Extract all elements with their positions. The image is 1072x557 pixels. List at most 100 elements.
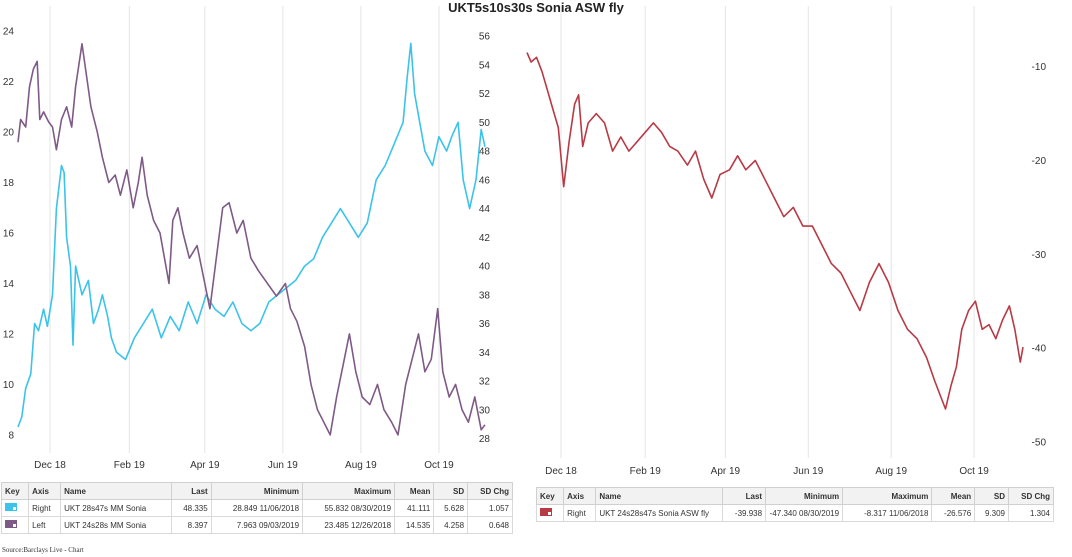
row-sd-chg: 1.057: [467, 499, 513, 517]
row-mean: -26.576: [931, 504, 976, 522]
left-chart-right-y-tick-label: 54: [479, 60, 491, 71]
row-sd: 5.628: [433, 499, 469, 517]
right-chart-right-y-tick-label: -10: [1032, 62, 1047, 73]
left-chart-right-y-tick-label: 42: [479, 233, 491, 244]
left-stats-table: Key Axis Name Last Minimum Maximum Mean …: [0, 482, 513, 534]
col-sd-chg: SD Chg: [1008, 487, 1054, 505]
left-chart-x-tick-label: Apr 19: [190, 460, 220, 471]
col-minimum: Minimum: [210, 482, 304, 500]
col-key: Key: [0, 482, 30, 500]
legend-key[interactable]: [0, 516, 30, 534]
col-last: Last: [722, 487, 767, 505]
col-name: Name: [595, 487, 724, 505]
left-chart-right-y-tick-label: 48: [479, 147, 491, 158]
left-chart-left-y-tick-label: 8: [8, 430, 14, 441]
right-chart-x-tick-label: Aug 19: [875, 466, 907, 477]
col-axis: Axis: [563, 487, 597, 505]
series-swatch-icon: [540, 508, 552, 516]
right-chart-right-y-tick-label: -30: [1032, 250, 1047, 261]
left-table-header: Key Axis Name Last Minimum Maximum Mean …: [0, 482, 513, 500]
col-mean: Mean: [394, 482, 435, 500]
series-swatch-icon: [5, 520, 17, 528]
right-chart-right-y-tick-label: -20: [1032, 156, 1047, 167]
table-row: Right UKT 28s47s MM Sonia 48.335 28.849 …: [0, 499, 513, 517]
col-maximum: Maximum: [842, 487, 933, 505]
left-chart-right-y-tick-label: 36: [479, 319, 491, 330]
legend-key[interactable]: [0, 499, 30, 517]
left-chart-right-y-tick-label: 34: [479, 348, 491, 359]
right-stats-table: Key Axis Name Last Minimum Maximum Mean …: [535, 487, 1054, 522]
row-name: UKT 24s28s MM Sonia: [60, 516, 173, 534]
col-maximum: Maximum: [302, 482, 396, 500]
left-chart-right-y-tick-label: 44: [479, 204, 491, 215]
col-sd: SD: [433, 482, 469, 500]
left-chart-x-tick-label: Oct 19: [424, 460, 454, 471]
left-chart-left-y-tick-label: 16: [3, 229, 15, 240]
series-swatch-icon: [5, 503, 17, 511]
table-row: Right UKT 24s28s47s Sonia ASW fly -39.93…: [535, 504, 1054, 522]
left-chart-x-tick-label: Feb 19: [114, 460, 146, 471]
right-chart-series-line: [526, 52, 1024, 410]
col-sd-chg: SD Chg: [467, 482, 513, 500]
right-table-header: Key Axis Name Last Minimum Maximum Mean …: [535, 487, 1054, 505]
left-chart-right-y-tick-label: 50: [479, 118, 491, 129]
left-chart-right-y-tick-label: 40: [479, 262, 491, 273]
row-axis: Right: [563, 504, 597, 522]
left-chart-left-y-tick-label: 22: [3, 77, 15, 88]
left-chart-x-tick-label: Dec 18: [34, 460, 66, 471]
row-axis: Left: [28, 516, 62, 534]
chart-title: UKT5s10s30s Sonia ASW fly: [448, 0, 624, 15]
row-minimum: 7.963 09/03/2019: [210, 516, 304, 534]
left-chart-right-y-tick-label: 52: [479, 89, 491, 100]
row-sd: 4.258: [433, 516, 469, 534]
col-key: Key: [535, 487, 565, 505]
left-chart-left-y-tick-label: 12: [3, 329, 15, 340]
right-chart-x-tick-label: Feb 19: [630, 466, 662, 477]
right-chart-x-tick-label: Apr 19: [711, 466, 741, 477]
left-chart-right-y-tick-label: 46: [479, 175, 491, 186]
row-last: 8.397: [171, 516, 212, 534]
row-sd: 9.309: [974, 504, 1010, 522]
left-chart-left-y-tick-label: 14: [3, 279, 15, 290]
right-chart-x-tick-label: Jun 19: [793, 466, 823, 477]
right-chart-x-tick-label: Oct 19: [959, 466, 989, 477]
row-mean: 41.111: [394, 499, 435, 517]
left-chart-right-y-tick-label: 28: [479, 434, 491, 445]
left-chart-right-y-tick-label: 56: [479, 32, 491, 43]
left-chart-series-line: [17, 42, 486, 436]
left-chart-left-y-tick-label: 18: [3, 178, 15, 189]
row-name: UKT 24s28s47s Sonia ASW fly: [595, 504, 724, 522]
row-last: -39.938: [722, 504, 767, 522]
row-last: 48.335: [171, 499, 212, 517]
right-chart-right-y-tick-label: -50: [1032, 437, 1047, 448]
row-mean: 14.535: [394, 516, 435, 534]
row-maximum: -8.317 11/06/2018: [842, 504, 933, 522]
left-chart-left-y-tick-label: 24: [3, 27, 15, 38]
source-note: Source:Barclays Live - Chart: [2, 546, 84, 554]
row-sd-chg: 1.304: [1008, 504, 1054, 522]
col-minimum: Minimum: [765, 487, 844, 505]
left-chart-left-y-tick-label: 10: [3, 380, 15, 391]
row-axis: Right: [28, 499, 62, 517]
left-chart-left-y-tick-label: 20: [3, 128, 15, 139]
col-name: Name: [60, 482, 173, 500]
table-row: Left UKT 24s28s MM Sonia 8.397 7.963 09/…: [0, 516, 513, 534]
left-chart-x-tick-label: Jun 19: [268, 460, 298, 471]
row-sd-chg: 0.648: [467, 516, 513, 534]
left-chart-x-tick-label: Aug 19: [345, 460, 377, 471]
left-chart-right-y-tick-label: 38: [479, 290, 491, 301]
legend-key[interactable]: [535, 504, 565, 522]
col-last: Last: [171, 482, 212, 500]
right-chart-x-tick-label: Dec 18: [545, 466, 577, 477]
left-chart-right-y-tick-label: 32: [479, 377, 491, 388]
left-chart-series-line: [17, 42, 486, 428]
col-mean: Mean: [931, 487, 976, 505]
col-axis: Axis: [28, 482, 62, 500]
row-minimum: 28.849 11/06/2018: [210, 499, 304, 517]
row-name: UKT 28s47s MM Sonia: [60, 499, 173, 517]
row-maximum: 23.485 12/26/2018: [302, 516, 396, 534]
row-maximum: 55.832 08/30/2019: [302, 499, 396, 517]
row-minimum: -47.340 08/30/2019: [765, 504, 844, 522]
col-sd: SD: [974, 487, 1010, 505]
